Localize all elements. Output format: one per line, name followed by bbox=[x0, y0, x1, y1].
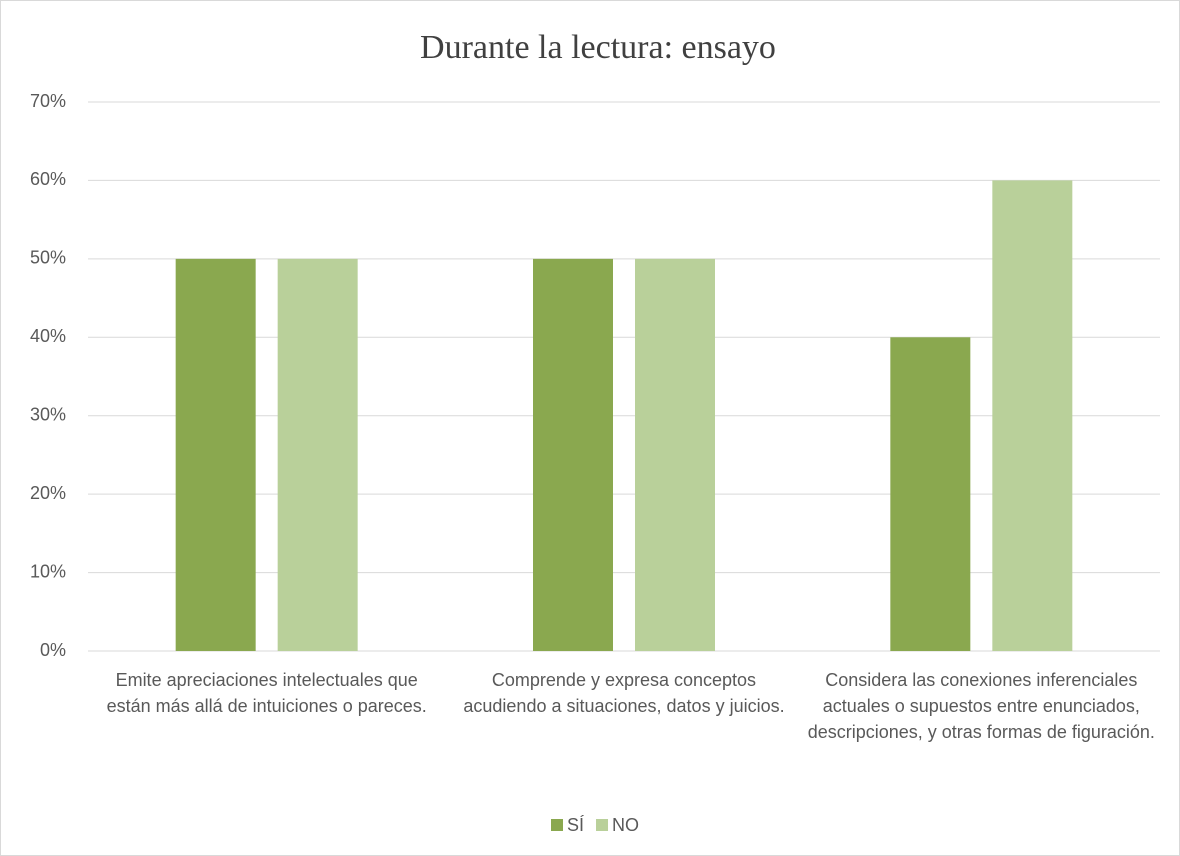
x-tick-label: Considera las conexiones inferenciales a… bbox=[807, 670, 1155, 742]
legend-swatch bbox=[596, 819, 609, 831]
y-tick-label: 10% bbox=[30, 561, 66, 581]
legend-label: NO bbox=[612, 815, 639, 835]
bar bbox=[635, 258, 715, 651]
y-tick-label: 40% bbox=[30, 326, 66, 346]
legend-swatch bbox=[551, 819, 563, 831]
bar bbox=[992, 180, 1073, 651]
chart-title: Durante la lectura: ensayo bbox=[420, 29, 776, 66]
y-tick-label: 50% bbox=[30, 248, 66, 268]
bar bbox=[890, 337, 971, 651]
x-tick-label-box: Comprende y expresa conceptos acudiendo … bbox=[463, 670, 785, 716]
bar bbox=[175, 258, 256, 651]
x-tick-label: Comprende y expresa conceptos acudiendo … bbox=[463, 670, 785, 716]
bar bbox=[533, 258, 613, 651]
x-tick-label-box: Emite apreciaciones intelectuales que es… bbox=[106, 670, 427, 716]
bar bbox=[277, 258, 358, 651]
y-tick-label: 70% bbox=[30, 91, 66, 111]
legend-label: SÍ bbox=[567, 815, 584, 835]
x-tick-label: Emite apreciaciones intelectuales que es… bbox=[106, 670, 427, 716]
x-tick-label-box: Considera las conexiones inferenciales a… bbox=[807, 670, 1155, 742]
y-tick-label: 60% bbox=[30, 169, 66, 189]
y-tick-label: 20% bbox=[30, 483, 66, 503]
y-tick-label: 0% bbox=[40, 640, 66, 660]
y-tick-label: 30% bbox=[30, 404, 66, 424]
